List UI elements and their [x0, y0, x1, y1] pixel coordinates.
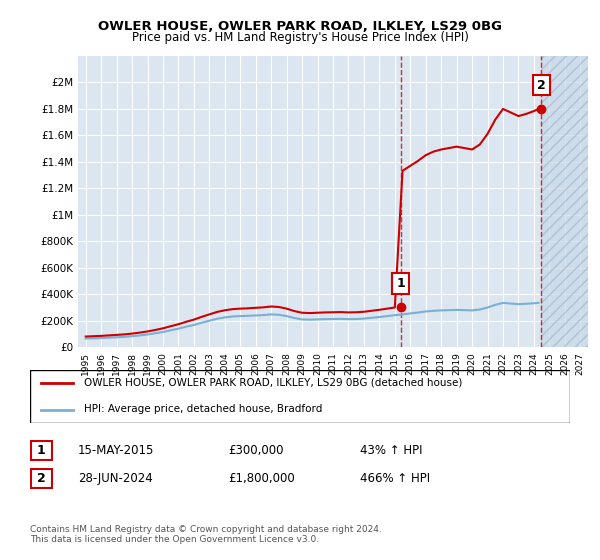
Text: OWLER HOUSE, OWLER PARK ROAD, ILKLEY, LS29 0BG (detached house): OWLER HOUSE, OWLER PARK ROAD, ILKLEY, LS… [84, 378, 463, 388]
Text: 15-MAY-2015: 15-MAY-2015 [78, 444, 154, 458]
Text: OWLER HOUSE, OWLER PARK ROAD, ILKLEY, LS29 0BG: OWLER HOUSE, OWLER PARK ROAD, ILKLEY, LS… [98, 20, 502, 32]
Text: Price paid vs. HM Land Registry's House Price Index (HPI): Price paid vs. HM Land Registry's House … [131, 31, 469, 44]
Text: HPI: Average price, detached house, Bradford: HPI: Average price, detached house, Brad… [84, 404, 322, 414]
Text: 43% ↑ HPI: 43% ↑ HPI [360, 444, 422, 458]
Text: 2: 2 [537, 78, 546, 92]
Text: £1,800,000: £1,800,000 [228, 472, 295, 486]
Text: 28-JUN-2024: 28-JUN-2024 [78, 472, 153, 486]
Text: 1: 1 [396, 277, 405, 290]
Text: 2: 2 [37, 472, 46, 485]
Text: Contains HM Land Registry data © Crown copyright and database right 2024.
This d: Contains HM Land Registry data © Crown c… [30, 525, 382, 544]
Text: £300,000: £300,000 [228, 444, 284, 458]
Text: 1: 1 [37, 444, 46, 457]
Bar [541, 56, 588, 347]
Text: 466% ↑ HPI: 466% ↑ HPI [360, 472, 430, 486]
